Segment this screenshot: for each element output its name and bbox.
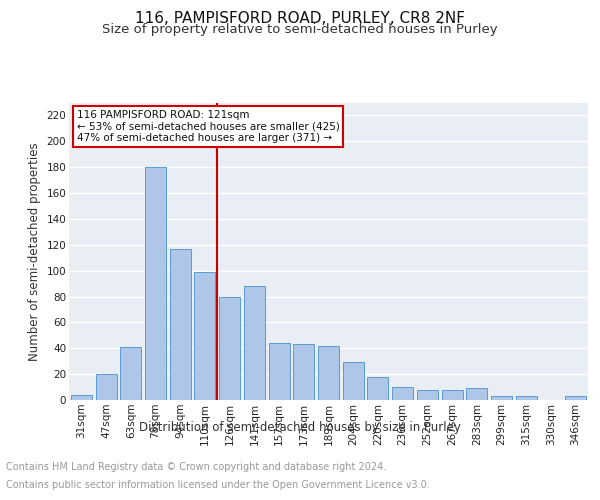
Bar — [466, 388, 487, 400]
Bar — [95, 374, 116, 400]
Bar — [120, 347, 141, 400]
Bar — [565, 396, 586, 400]
Bar — [293, 344, 314, 400]
Bar — [269, 343, 290, 400]
Bar — [219, 296, 240, 400]
Bar — [516, 396, 537, 400]
Bar — [491, 396, 512, 400]
Text: Size of property relative to semi-detached houses in Purley: Size of property relative to semi-detach… — [102, 24, 498, 36]
Text: Contains HM Land Registry data © Crown copyright and database right 2024.: Contains HM Land Registry data © Crown c… — [6, 462, 386, 472]
Bar — [417, 390, 438, 400]
Bar — [244, 286, 265, 400]
Bar — [367, 376, 388, 400]
Text: 116, PAMPISFORD ROAD, PURLEY, CR8 2NF: 116, PAMPISFORD ROAD, PURLEY, CR8 2NF — [135, 11, 465, 26]
Bar — [170, 248, 191, 400]
Bar — [392, 387, 413, 400]
Text: Distribution of semi-detached houses by size in Purley: Distribution of semi-detached houses by … — [139, 421, 461, 434]
Bar — [318, 346, 339, 400]
Bar — [343, 362, 364, 400]
Bar — [442, 390, 463, 400]
Y-axis label: Number of semi-detached properties: Number of semi-detached properties — [28, 142, 41, 360]
Bar — [194, 272, 215, 400]
Bar — [145, 167, 166, 400]
Text: 116 PAMPISFORD ROAD: 121sqm
← 53% of semi-detached houses are smaller (425)
47% : 116 PAMPISFORD ROAD: 121sqm ← 53% of sem… — [77, 110, 340, 143]
Text: Contains public sector information licensed under the Open Government Licence v3: Contains public sector information licen… — [6, 480, 430, 490]
Bar — [71, 395, 92, 400]
